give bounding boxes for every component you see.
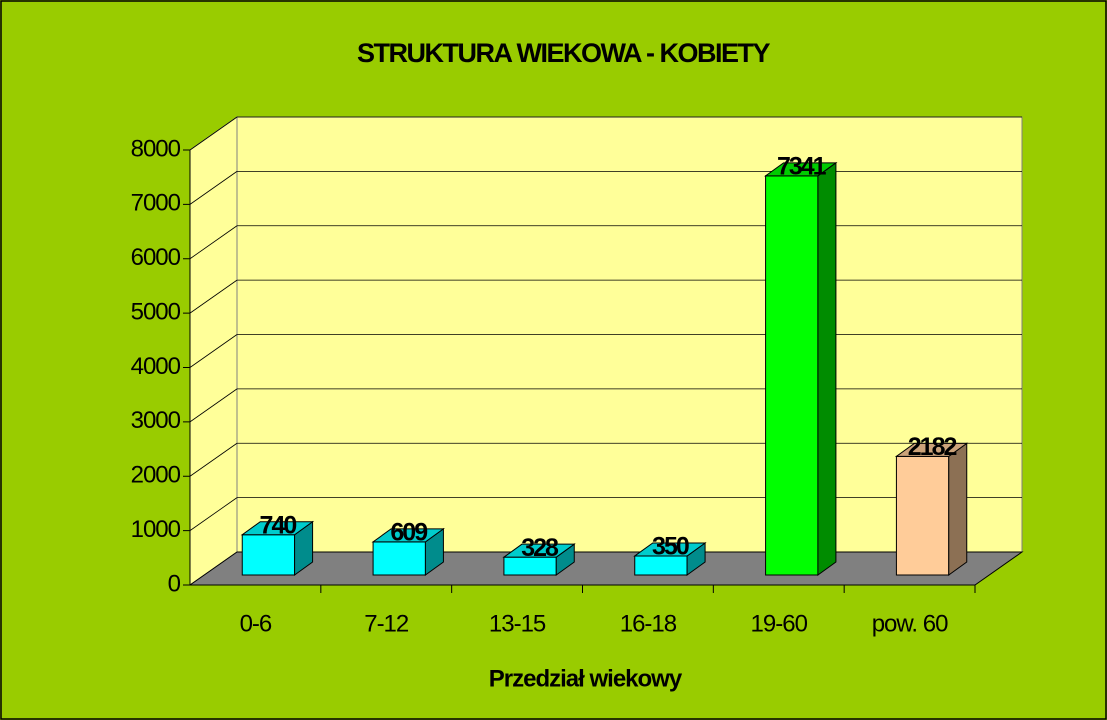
grid-line (189, 388, 238, 423)
data-label: 2182 (908, 433, 957, 461)
bar-top (633, 542, 707, 557)
data-label: 328 (521, 534, 559, 562)
bar-side (948, 442, 968, 576)
y-tick-label: 0 (168, 570, 181, 597)
x-axis-title: Przedział wiekowy (489, 665, 683, 692)
x-tick-label: 7-12 (364, 610, 409, 637)
grid-line (189, 334, 238, 368)
bar-front (241, 534, 296, 576)
y-tick-label: 3000 (131, 407, 181, 434)
bar-top (502, 543, 576, 558)
x-tick-label: 19-60 (751, 610, 808, 637)
grid-line (189, 116, 238, 151)
bar-top (764, 162, 838, 177)
x-tick-label: pow. 60 (872, 610, 948, 637)
grid-line (189, 225, 238, 260)
y-tick-label: 2000 (131, 462, 181, 489)
x-tick-label: 0-6 (240, 610, 272, 637)
grid-line (189, 171, 238, 205)
grid-line (189, 279, 238, 314)
grid-line (189, 442, 238, 477)
x-tick-label: 13-15 (489, 610, 546, 637)
y-tick-label: 8000 (131, 135, 181, 162)
y-tick-label: 7000 (131, 190, 181, 217)
bar-top (894, 442, 969, 457)
bar-top (240, 521, 315, 536)
y-tick-label: 5000 (131, 298, 181, 325)
chart-title: STRUKTURA WIEKOWA - KOBIETY (357, 38, 770, 68)
bar-front (372, 541, 426, 576)
data-label: 7341 (777, 152, 827, 180)
x-tick-label: 16-18 (620, 610, 677, 637)
data-label: 350 (652, 533, 689, 561)
bar-front (765, 175, 819, 576)
y-tick-label: 1000 (131, 516, 181, 543)
grid-line (189, 497, 238, 531)
bar-front (895, 455, 950, 576)
bar-top (371, 528, 445, 543)
y-tick-label: 4000 (131, 353, 181, 380)
bar-side (817, 161, 837, 576)
data-label: 609 (390, 518, 427, 546)
y-tick-label: 6000 (131, 244, 181, 271)
data-label: 740 (260, 511, 297, 539)
